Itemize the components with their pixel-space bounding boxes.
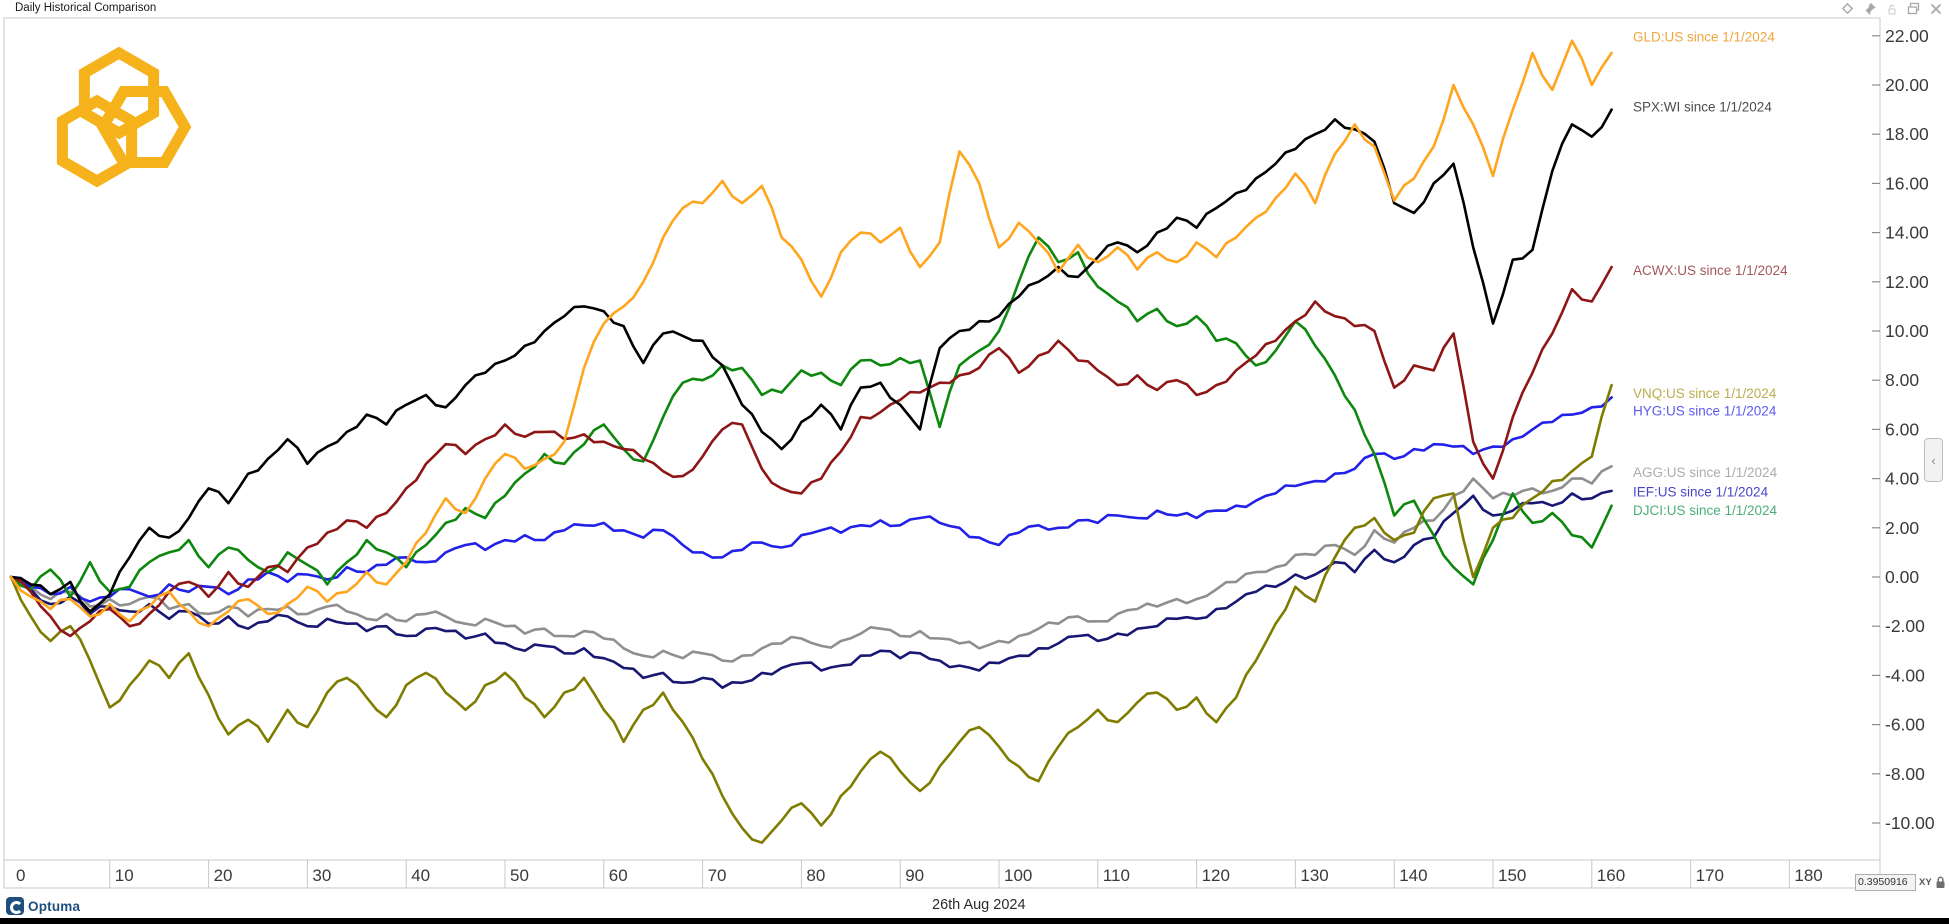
series-line-agg[interactable] — [9, 464, 1613, 663]
y-axis-tick: 18.00 — [1885, 124, 1929, 144]
chart-plot-area[interactable] — [3, 17, 1881, 861]
logo-hexagon-top — [78, 46, 160, 140]
x-axis-tick: 130 — [1300, 866, 1328, 885]
optuma-branding: Optuma — [6, 897, 80, 915]
optuma-logo-icon — [6, 897, 24, 915]
x-axis-tick: 170 — [1696, 866, 1724, 885]
series-label-gld[interactable]: GLD:US since 1/1/2024 — [1633, 30, 1775, 45]
x-axis-tick: 40 — [411, 866, 430, 885]
series-label-ief[interactable]: IEF:US since 1/1/2024 — [1633, 485, 1769, 500]
x-axis-date-label: 26th Aug 2024 — [932, 897, 1026, 913]
y-axis-tick: -8.00 — [1885, 764, 1925, 784]
x-axis-tick: 180 — [1794, 866, 1822, 885]
y-axis-tick: -6.00 — [1885, 715, 1925, 735]
y-axis-tick: 22.00 — [1885, 26, 1929, 46]
logo-hexagon-left — [56, 94, 138, 188]
series-label-vnq[interactable]: VNQ:US since 1/1/2024 — [1633, 386, 1777, 401]
xy-mode-button[interactable]: XY — [1919, 877, 1932, 888]
title-bar: Daily Historical Comparison — [0, 0, 1949, 18]
page-title: Daily Historical Comparison — [15, 2, 157, 14]
x-axis-tick: 50 — [510, 866, 529, 885]
y-axis-tick: 10.00 — [1885, 321, 1929, 341]
copy-icon[interactable] — [1906, 1, 1921, 16]
x-axis-tick: 80 — [806, 866, 825, 885]
y-axis-tick: 12.00 — [1885, 272, 1929, 292]
x-axis-tick: 150 — [1498, 866, 1526, 885]
series-line-acwx[interactable] — [9, 265, 1613, 638]
x-axis-tick: 0 — [16, 866, 25, 885]
series-label-spx[interactable]: SPX:WI since 1/1/2024 — [1633, 100, 1772, 115]
y-axis-tick: 16.00 — [1885, 173, 1929, 193]
x-axis-tick: 70 — [708, 866, 727, 885]
series-label-djci[interactable]: DJCI:US since 1/1/2024 — [1633, 503, 1778, 518]
x-axis-tick: 30 — [312, 866, 331, 885]
y-axis-tick: -10.00 — [1885, 813, 1935, 833]
collapse-panel-button[interactable]: ‹ — [1924, 438, 1943, 482]
x-axis-tick: 20 — [214, 866, 233, 885]
lock-icon[interactable] — [1884, 1, 1899, 16]
x-axis-tick: 160 — [1597, 866, 1625, 885]
series-label-hyg[interactable]: HYG:US since 1/1/2024 — [1633, 403, 1777, 418]
series-label-acwx[interactable]: ACWX:US since 1/1/2024 — [1633, 263, 1788, 278]
series-line-hyg[interactable] — [9, 396, 1613, 603]
series-line-gld[interactable] — [9, 39, 1613, 628]
series-line-vnq[interactable] — [9, 383, 1613, 845]
optuma-logo-text: Optuma — [28, 898, 81, 914]
x-axis-strip — [3, 859, 1881, 889]
padlock-icon[interactable] — [1935, 876, 1946, 889]
y-axis-tick: -4.00 — [1885, 665, 1925, 685]
y-axis-tick: -2.00 — [1885, 616, 1925, 636]
y-axis-tick: 0.00 — [1885, 567, 1919, 587]
close-icon[interactable] — [1928, 1, 1943, 16]
y-axis-tick: 20.00 — [1885, 75, 1929, 95]
bottom-window-edge — [0, 918, 1949, 924]
x-axis-tick: 10 — [115, 866, 134, 885]
series-lines-group — [9, 39, 1613, 845]
y-axis-tick: 14.00 — [1885, 223, 1929, 243]
y-axis-tick: 8.00 — [1885, 370, 1919, 390]
x-axis-tick: 120 — [1202, 866, 1230, 885]
window-controls — [1840, 1, 1943, 16]
status-bar: 0.3950916 XY — [1855, 874, 1946, 891]
diamond-icon[interactable] — [1840, 1, 1855, 16]
x-axis-tick: 110 — [1103, 866, 1130, 885]
y-axis-tick: 2.00 — [1885, 518, 1919, 538]
series-label-agg[interactable]: AGG:US since 1/1/2024 — [1633, 465, 1778, 480]
y-axis-tick: 4.00 — [1885, 469, 1919, 489]
series-line-ief[interactable] — [9, 489, 1613, 690]
x-axis-tick: 60 — [609, 866, 628, 885]
series-line-spx[interactable] — [9, 108, 1613, 613]
x-axis-tick: 90 — [905, 866, 924, 885]
logo-hexagon-right — [96, 86, 192, 168]
x-axis-tick: 100 — [1004, 866, 1032, 885]
coordinate-readout[interactable]: 0.3950916 — [1855, 874, 1916, 891]
y-axis-tick: 6.00 — [1885, 419, 1919, 439]
pin-icon[interactable] — [1862, 1, 1877, 16]
x-axis-tick: 140 — [1399, 866, 1427, 885]
